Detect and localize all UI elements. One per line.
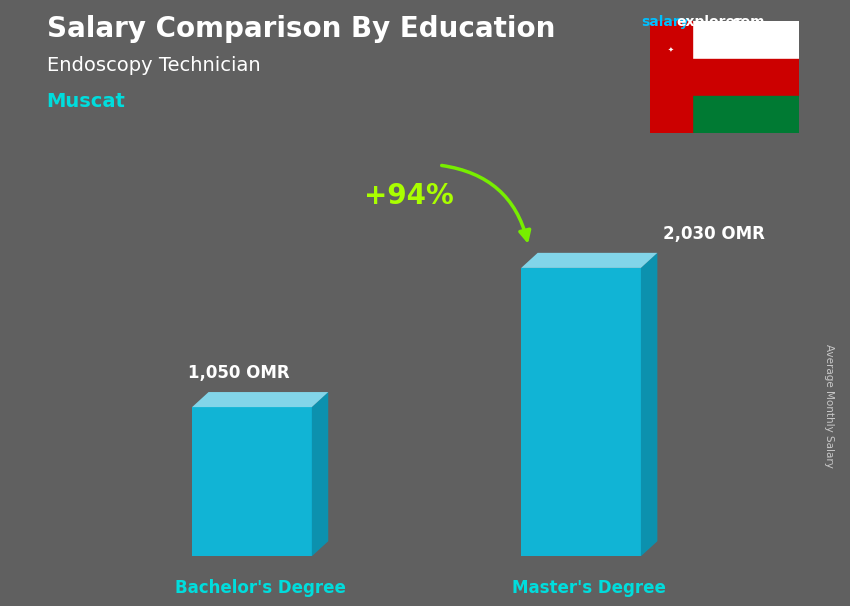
Bar <box>650 96 799 133</box>
Polygon shape <box>521 253 657 268</box>
Bar <box>650 21 693 133</box>
Polygon shape <box>641 253 657 556</box>
Bar <box>650 21 799 59</box>
Text: .com: .com <box>728 15 765 29</box>
Bar <box>650 59 799 96</box>
Text: Muscat: Muscat <box>47 92 126 111</box>
Polygon shape <box>192 407 312 556</box>
Text: ✦: ✦ <box>668 46 674 52</box>
Text: explorer: explorer <box>677 15 743 29</box>
Polygon shape <box>192 392 328 407</box>
Polygon shape <box>312 392 328 556</box>
Text: Salary Comparison By Education: Salary Comparison By Education <box>47 15 555 43</box>
Text: Bachelor's Degree: Bachelor's Degree <box>175 579 346 597</box>
Text: +94%: +94% <box>364 182 454 210</box>
Text: Master's Degree: Master's Degree <box>513 579 666 597</box>
Text: Endoscopy Technician: Endoscopy Technician <box>47 56 260 75</box>
Polygon shape <box>521 268 641 556</box>
Text: 2,030 OMR: 2,030 OMR <box>663 225 765 243</box>
Text: salary: salary <box>642 15 689 29</box>
Text: 1,050 OMR: 1,050 OMR <box>189 364 290 382</box>
Text: Average Monthly Salary: Average Monthly Salary <box>824 344 834 468</box>
